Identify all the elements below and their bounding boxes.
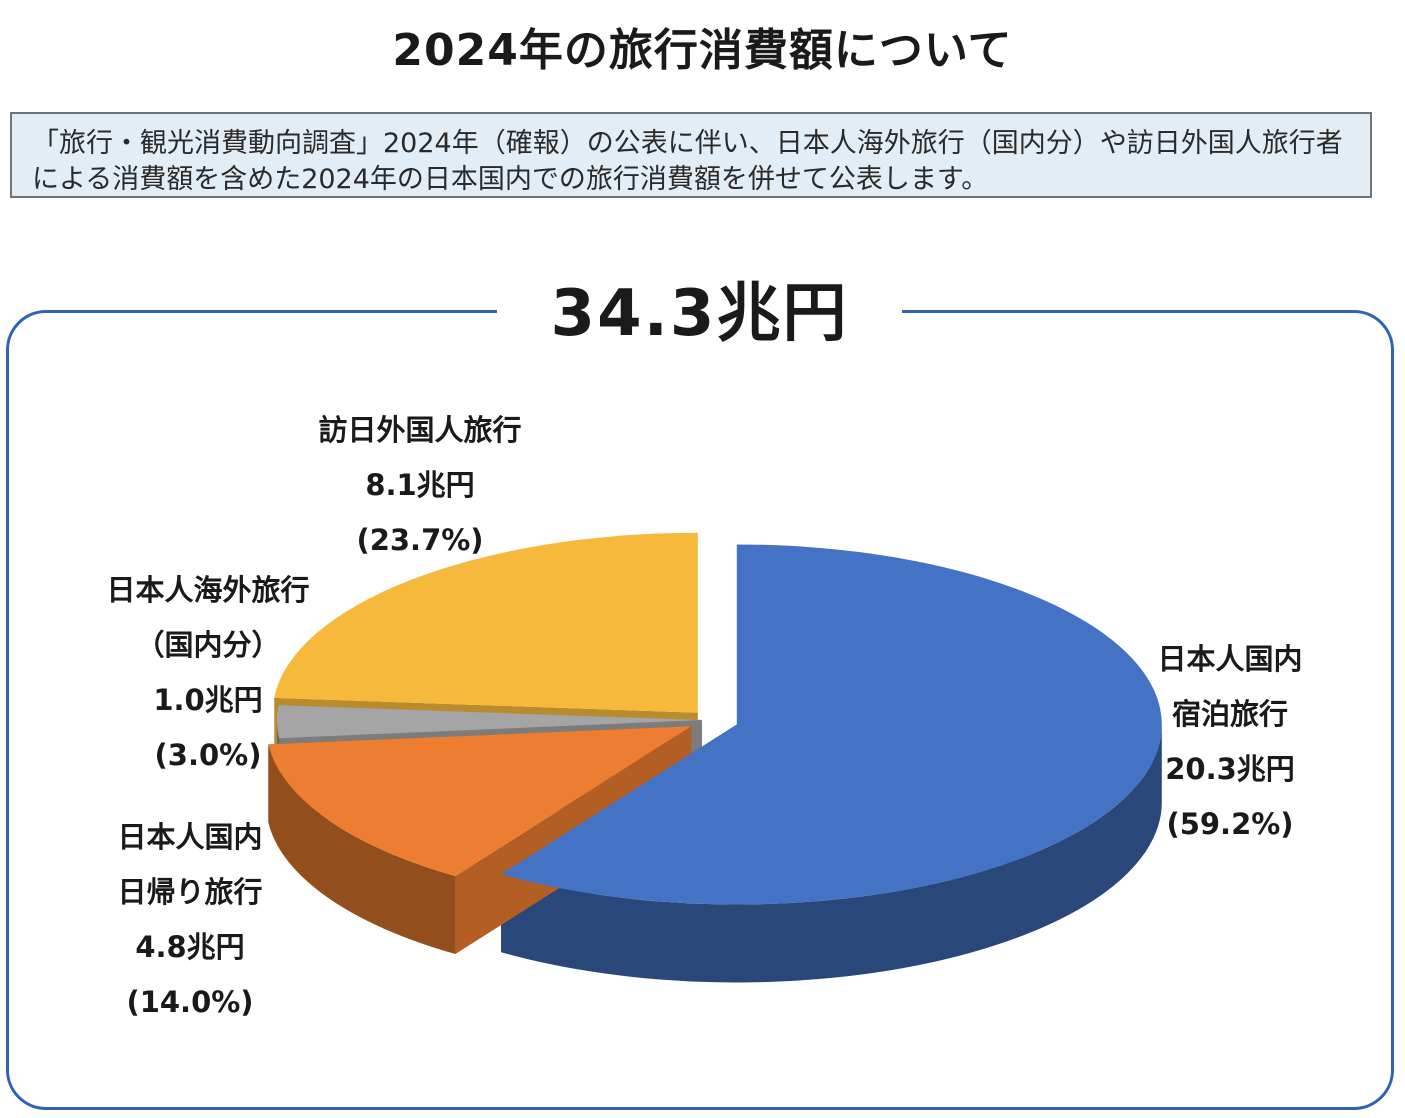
label-domestic-overnight: 日本人国内 宿泊旅行 20.3兆円 (59.2%) — [1070, 632, 1390, 852]
label-domestic-daytrip: 日本人国内 日帰り旅行 4.8兆円 (14.0%) — [30, 810, 350, 1030]
label-outbound-domestic: 日本人海外旅行 （国内分） 1.0兆円 (3.0%) — [48, 563, 368, 783]
label-name-line: 訪日外国人旅行 — [318, 413, 522, 447]
label-name-line: 宿泊旅行 — [1171, 697, 1288, 731]
label-value: 20.3兆円 — [1165, 752, 1295, 786]
frame-gap — [497, 300, 902, 322]
label-percent: (23.7%) — [356, 523, 484, 557]
label-value: 8.1兆円 — [365, 468, 475, 502]
label-value: 1.0兆円 — [153, 683, 263, 717]
label-name-line: 日帰り旅行 — [117, 875, 263, 909]
pie-tops — [268, 532, 1162, 905]
label-percent: (14.0%) — [126, 985, 254, 1019]
page-title: 2024年の旅行消費額について — [392, 25, 1013, 76]
description-box: 「旅行・観光消費動向調査」2024年（確報）の公表に伴い、日本人海外旅行（国内分… — [10, 112, 1372, 198]
slice-top-2 — [277, 705, 703, 739]
label-name-line: （国内分） — [135, 628, 281, 662]
label-name-line: 日本人国内 — [1157, 642, 1303, 676]
label-name-line: 日本人国内 — [117, 820, 263, 854]
slice-top-3 — [274, 532, 698, 713]
label-percent: (59.2%) — [1166, 807, 1294, 841]
label-name-line: 日本人海外旅行 — [106, 573, 310, 607]
label-value: 4.8兆円 — [135, 930, 245, 964]
slice-wall-1-0 — [268, 744, 456, 955]
label-inbound: 訪日外国人旅行 8.1兆円 (23.7%) — [260, 403, 580, 568]
total-amount: 34.3兆円 — [550, 277, 849, 351]
slice-wall-0-0 — [501, 724, 1162, 983]
label-percent: (3.0%) — [154, 738, 262, 772]
slice-top-0 — [501, 544, 1162, 905]
slice-top-1 — [268, 726, 692, 877]
